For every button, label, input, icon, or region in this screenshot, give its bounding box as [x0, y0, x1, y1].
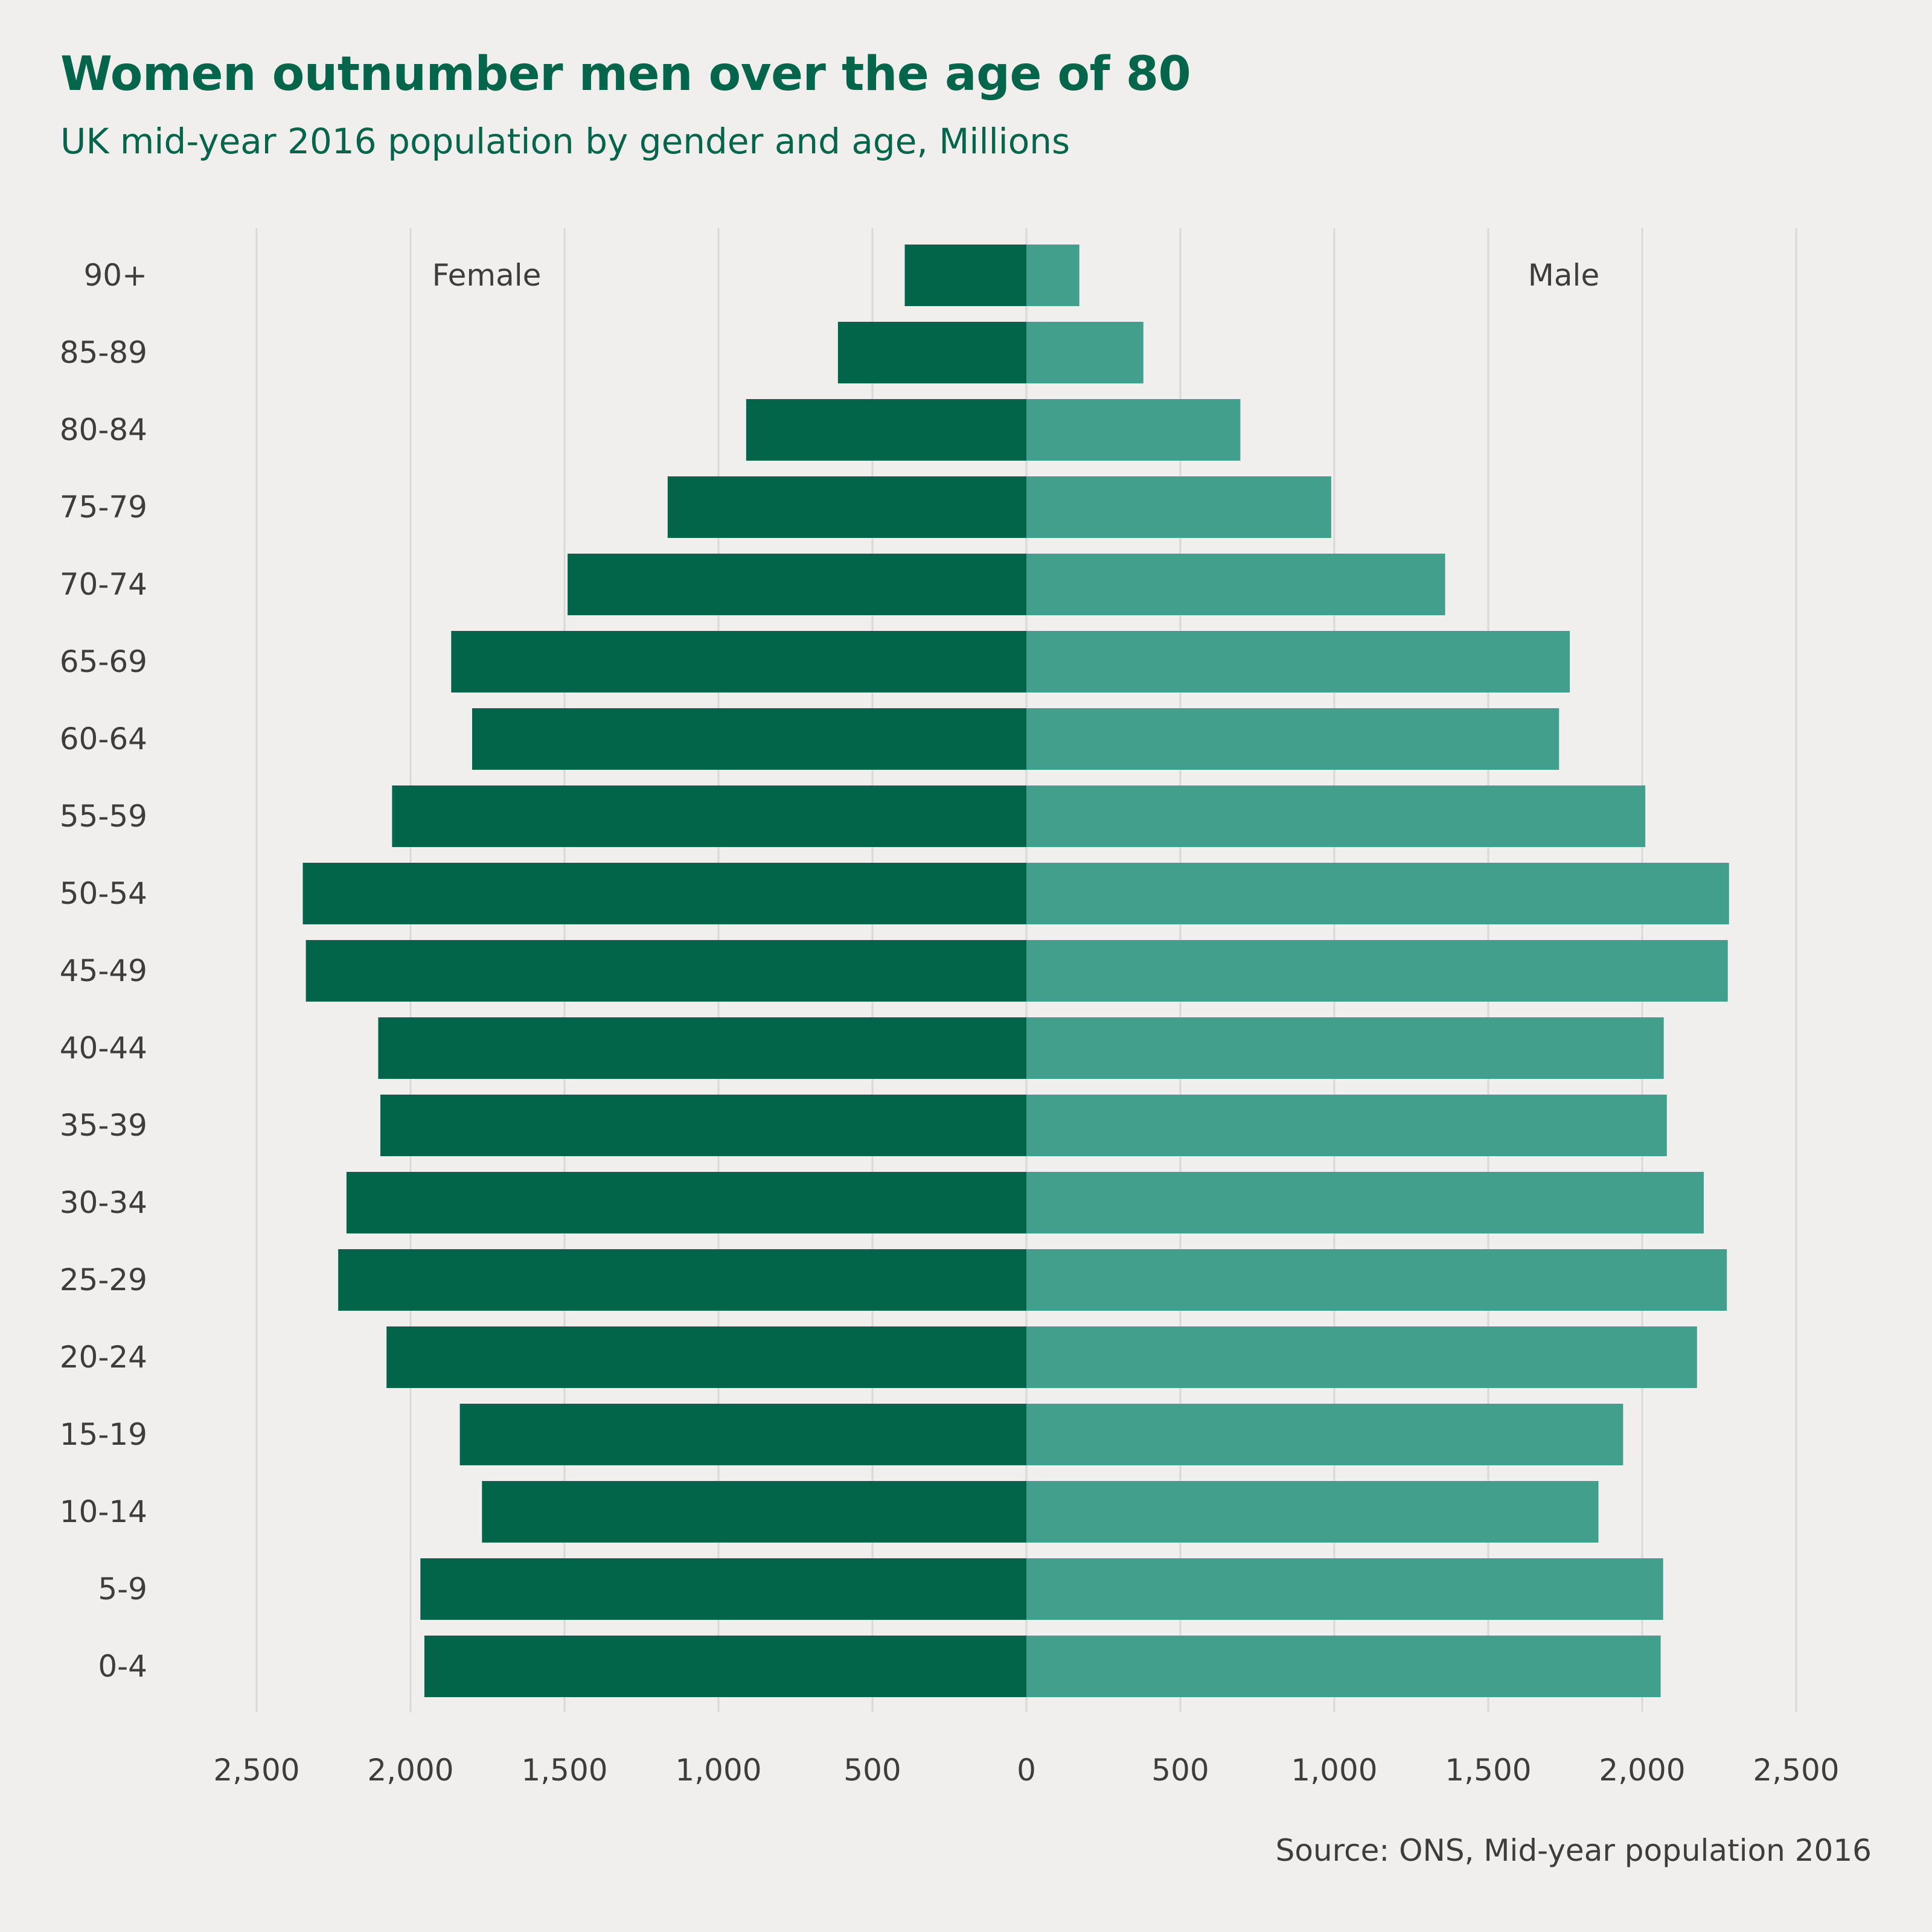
- bar-female-0-4: [424, 1636, 1026, 1697]
- bar-female-60-64: [472, 708, 1026, 770]
- x-tick-label: 2,000: [367, 1753, 453, 1788]
- category-label: 90+: [83, 258, 147, 293]
- bars: [302, 245, 1729, 1697]
- x-tick-label: 500: [1151, 1753, 1209, 1788]
- category-label: 15-19: [60, 1417, 147, 1452]
- series-label-female: Female: [432, 258, 542, 293]
- category-label: 50-54: [60, 876, 147, 911]
- chart-subtitle: UK mid-year 2016 population by gender an…: [60, 121, 1070, 162]
- bar-female-30-34: [346, 1172, 1027, 1233]
- bar-male-50-54: [1026, 863, 1729, 924]
- x-tick-label: 0: [1017, 1753, 1036, 1788]
- bar-male-55-59: [1026, 785, 1646, 847]
- category-label: 70-74: [60, 567, 147, 602]
- bar-female-90+: [904, 245, 1026, 306]
- category-label: 30-34: [60, 1185, 147, 1220]
- bar-female-25-29: [338, 1249, 1026, 1311]
- x-tick-label: 2,500: [1753, 1753, 1839, 1788]
- x-axis-ticks: 2,500 2,000 1,500 1,000 500 0 500 1,000 1,500 2,0…: [213, 1753, 1839, 1788]
- bar-male-20-24: [1026, 1326, 1697, 1388]
- bar-female-5-9: [420, 1558, 1026, 1620]
- bar-male-70-74: [1026, 554, 1445, 615]
- bar-male-0-4: [1026, 1636, 1661, 1697]
- category-label: 35-39: [60, 1108, 147, 1143]
- bar-female-45-49: [305, 940, 1027, 1002]
- bar-male-60-64: [1026, 708, 1559, 770]
- category-label: 80-84: [60, 412, 147, 447]
- x-tick-label: 2,000: [1599, 1753, 1685, 1788]
- category-labels: 90+ 85-89 80-84 75-79 70-74 65-69 60-64 55-59 50…: [60, 258, 147, 1684]
- series-labels: Female Male: [432, 258, 1600, 293]
- bar-female-70-74: [568, 554, 1026, 615]
- bar-male-30-34: [1026, 1172, 1704, 1233]
- category-label: 25-29: [60, 1262, 147, 1297]
- category-label: 40-44: [60, 1031, 147, 1066]
- x-tick-label: 1,500: [1445, 1753, 1531, 1788]
- bar-female-85-89: [837, 322, 1026, 383]
- bar-male-80-84: [1026, 399, 1241, 461]
- bar-female-75-79: [667, 476, 1026, 538]
- bar-male-45-49: [1026, 940, 1728, 1002]
- bar-male-90+: [1026, 245, 1080, 306]
- x-tick-label: 500: [843, 1753, 901, 1788]
- bar-male-15-19: [1026, 1404, 1623, 1465]
- bar-female-10-14: [482, 1481, 1026, 1543]
- bar-female-65-69: [451, 631, 1026, 693]
- bar-female-40-44: [378, 1017, 1027, 1079]
- category-label: 10-14: [60, 1494, 147, 1529]
- category-label: 45-49: [60, 953, 147, 988]
- bar-male-40-44: [1026, 1017, 1664, 1079]
- bar-male-10-14: [1026, 1481, 1599, 1543]
- bar-male-85-89: [1026, 322, 1144, 383]
- bar-male-35-39: [1026, 1095, 1667, 1156]
- category-label: 75-79: [60, 490, 147, 525]
- bar-male-5-9: [1026, 1558, 1663, 1620]
- series-label-male: Male: [1528, 258, 1599, 293]
- x-tick-label: 1,000: [675, 1753, 761, 1788]
- x-tick-label: 1,000: [1291, 1753, 1377, 1788]
- bar-female-50-54: [302, 863, 1026, 924]
- category-label: 0-4: [98, 1649, 147, 1684]
- category-label: 60-64: [60, 721, 147, 756]
- category-label: 65-69: [60, 644, 147, 679]
- chart-title: Women outnumber men over the age of 80: [60, 47, 1191, 101]
- bar-female-15-19: [459, 1404, 1026, 1465]
- category-label: 5-9: [98, 1572, 147, 1607]
- category-label: 85-89: [60, 335, 147, 370]
- bar-male-25-29: [1026, 1249, 1727, 1311]
- bar-male-65-69: [1026, 631, 1570, 693]
- bar-female-55-59: [392, 785, 1026, 847]
- category-label: 55-59: [60, 799, 147, 834]
- source-note: Source: ONS, Mid-year population 2016: [1275, 1833, 1872, 1868]
- bar-female-35-39: [380, 1095, 1026, 1156]
- x-tick-label: 2,500: [213, 1753, 299, 1788]
- bar-male-75-79: [1026, 476, 1331, 538]
- category-label: 20-24: [60, 1340, 147, 1375]
- bar-female-20-24: [386, 1326, 1026, 1388]
- bar-female-80-84: [746, 399, 1026, 461]
- x-tick-label: 1,500: [521, 1753, 607, 1788]
